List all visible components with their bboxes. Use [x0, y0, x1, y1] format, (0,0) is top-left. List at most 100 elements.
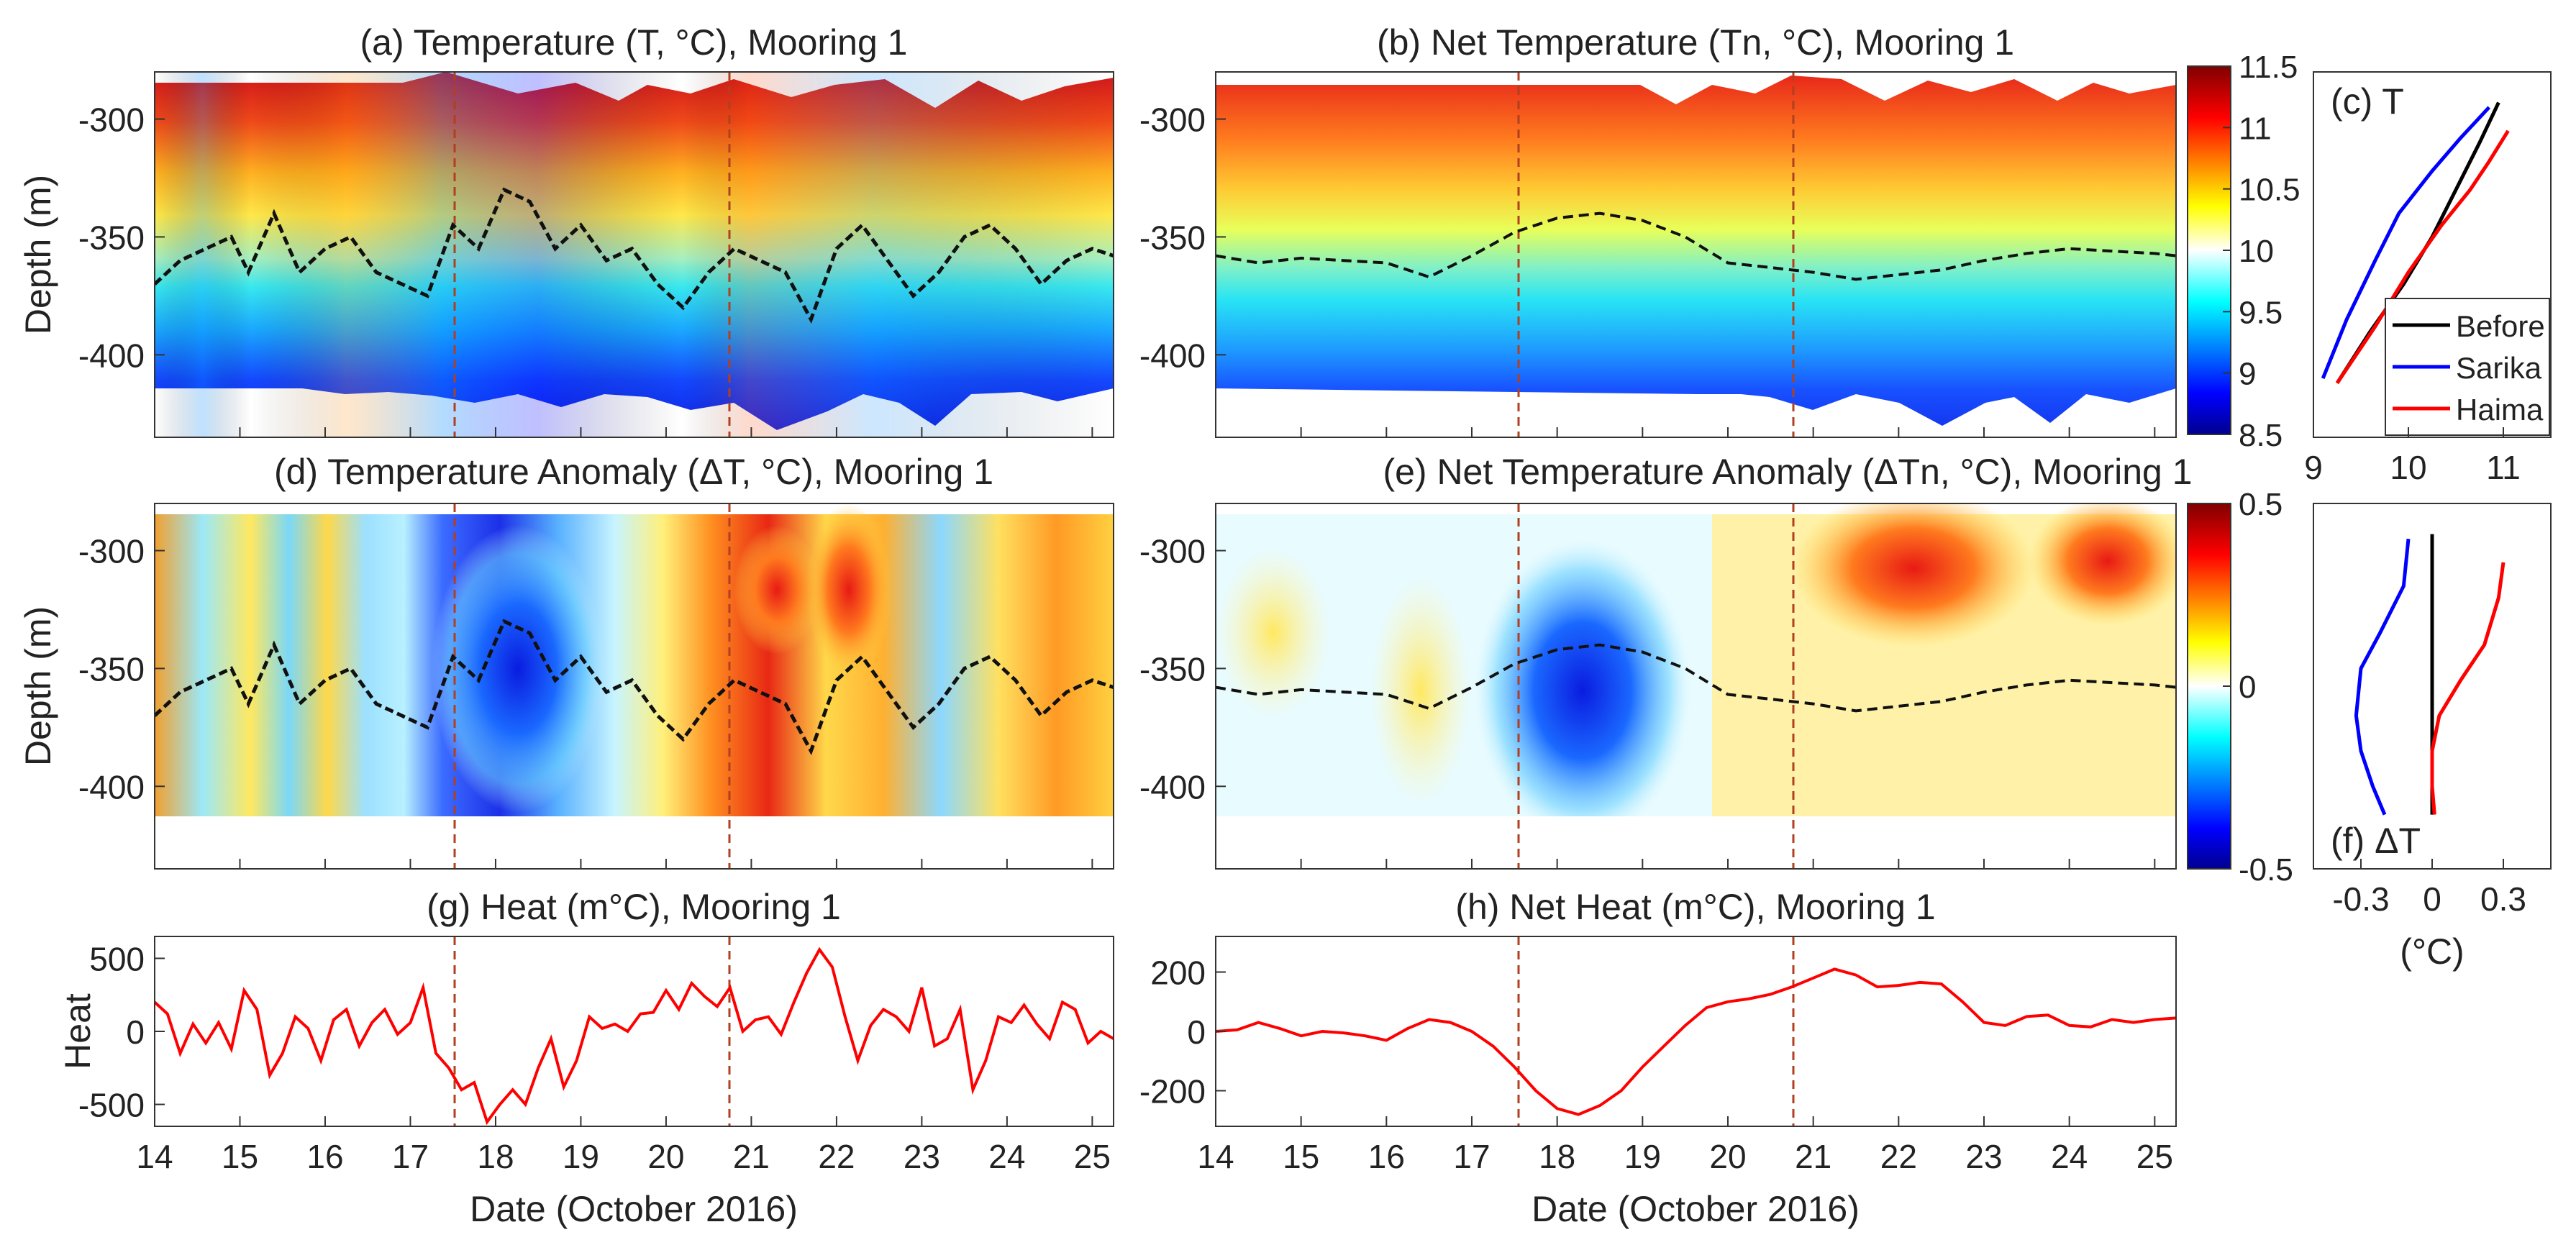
- yticks-h: 200 0 -200: [1139, 954, 1226, 1111]
- title-c: (c) T: [2331, 81, 2404, 122]
- heatmap-field-b: [1216, 76, 2176, 426]
- panel-h-xtick-label: 19: [1624, 1138, 1661, 1175]
- panel-h-xtick-label: 21: [1795, 1138, 1831, 1175]
- title-b: (b) Net Temperature (Tn, °C), Mooring 1: [1377, 22, 2014, 63]
- axes-frame-g-bg: [155, 936, 1114, 1126]
- panel-a: -300 -350 -400: [78, 71, 1114, 438]
- title-h: (h) Net Heat (m°C), Mooring 1: [1455, 887, 1935, 927]
- panel-b: -300 -350 -400: [1139, 71, 2177, 438]
- axes-frame-b: [1215, 71, 2177, 438]
- title-f: (f) ΔT: [2331, 821, 2421, 861]
- panel-e-ytick-label: -300: [1139, 533, 1206, 570]
- heatmap-a: [155, 72, 1114, 437]
- panel-e: -300 -350 -400: [1139, 503, 2177, 870]
- heatmap-field-d: [155, 514, 1114, 816]
- panel-g-xtick-label: 24: [988, 1138, 1025, 1175]
- xticks-c: 9 10 11: [2304, 427, 2521, 486]
- panel-g-xtick-label: 21: [733, 1138, 770, 1175]
- heatmap-blob-d-warm-2: [734, 525, 820, 655]
- panel-g-ytick-label: 0: [126, 1013, 145, 1051]
- title-d: (d) Temperature Anomaly (ΔT, °C), Moorin…: [274, 452, 993, 492]
- series-line-h: [1216, 967, 2176, 1116]
- axes-frame-d: [154, 503, 1114, 870]
- panel-f-series-haima: [2430, 562, 2506, 815]
- isotherm-b: [1216, 211, 2176, 281]
- panel-h-xtick-label: 18: [1539, 1138, 1575, 1175]
- panel-c-xtick-label: 10: [2390, 449, 2426, 486]
- legend-label-before: Before: [2456, 309, 2545, 343]
- heatmap-d: [155, 503, 1114, 869]
- panel-g-ytick-label: -500: [78, 1087, 145, 1124]
- xlabel-f: (°C): [2400, 931, 2464, 972]
- xticks-b: [1300, 427, 2156, 437]
- colorbar-temperature-tick-label: 10.5: [2239, 173, 2300, 208]
- panel-b-ytick-label: -400: [1139, 337, 1206, 374]
- panel-g-ytick-label: 500: [89, 940, 145, 977]
- heatmap-e: [1216, 503, 2176, 869]
- panel-g-xtick-label: 16: [306, 1138, 343, 1175]
- axes-frame-e: [1215, 503, 2177, 870]
- lines-c: [2321, 101, 2510, 384]
- panel-d-ytick-label: -350: [78, 650, 145, 688]
- title-a: (a) Temperature (T, °C), Mooring 1: [360, 22, 908, 63]
- panel-a-ytick-label: -400: [78, 337, 145, 374]
- panel-g-xtick-label: 17: [392, 1138, 429, 1175]
- colorbar-anomaly-tick-label: -0.5: [2239, 852, 2293, 888]
- plot-area-g: [155, 936, 1114, 1126]
- colorbar-temperature-tick-label: 11: [2239, 111, 2272, 146]
- ylabel-d: Depth (m): [18, 606, 58, 766]
- panel-h-xtick-label: 25: [2136, 1138, 2173, 1175]
- heatmap-blob-e-warm-1: [1791, 503, 2036, 647]
- xticks-g: 14 15 16 17 18 19 20 21 22 23 24 25: [136, 1116, 1111, 1175]
- panel-a-ytick-label: -350: [78, 219, 145, 256]
- xlabel-h: Date (October 2016): [1532, 1189, 1860, 1229]
- colorbar-temperature-tick-label: 8.5: [2239, 418, 2283, 453]
- panel-c-xtick-label: 9: [2304, 449, 2323, 486]
- xticks-e: [1300, 859, 2156, 869]
- panel-c: (c) T Before Sarika Haima 9 10 11: [2304, 71, 2552, 486]
- title-g: (g) Heat (m°C), Mooring 1: [427, 887, 841, 927]
- isotherm-a: [155, 187, 1114, 324]
- panel-g-xtick-label: 15: [222, 1138, 258, 1175]
- panel-e-ytick-label: -400: [1139, 768, 1206, 806]
- panel-g-xtick-label: 23: [904, 1138, 940, 1175]
- panel-h-ytick-label: -200: [1139, 1073, 1206, 1111]
- yticks-d: -300 -350 -400: [78, 533, 165, 806]
- yticks-e: -300 -350 -400: [1139, 533, 1226, 806]
- isotherm-e: [1216, 643, 2176, 713]
- panel-b-ytick-label: -350: [1139, 219, 1206, 256]
- panel-h-xtick-label: 17: [1453, 1138, 1490, 1175]
- legend-label-sarika: Sarika: [2456, 351, 2542, 385]
- colorbar-anomaly-ticks: -0.5 0 0.5: [2223, 487, 2293, 888]
- panel-c-xtick-label: 11: [2486, 449, 2521, 486]
- panel-h-xtick-label: 24: [2051, 1138, 2088, 1175]
- axes-frame-a: [154, 71, 1114, 438]
- title-e: (e) Net Temperature Anomaly (ΔTn, °C), M…: [1383, 452, 2192, 492]
- legend-c: Before Sarika Haima: [2385, 298, 2550, 436]
- isotherm-d: [155, 619, 1114, 756]
- heatmap-b: [1216, 72, 2176, 437]
- colorbar-temperature-tick-label: 9: [2239, 357, 2256, 392]
- colorbar-temperature-ticks: 8.5 9 9.5 10 10.5 11 11.5: [2223, 50, 2300, 453]
- heatmap-blob-e-cold: [1475, 539, 1690, 842]
- panel-h-xtick-label: 22: [1880, 1138, 1917, 1175]
- panel-d: -300 -350 -400: [78, 503, 1114, 870]
- panel-f-xtick-label: -0.3: [2332, 880, 2389, 918]
- panel-g-xtick-label: 25: [1074, 1138, 1111, 1175]
- panel-g-xtick-label: 22: [818, 1138, 855, 1175]
- yticks-b: -300 -350 -400: [1139, 101, 1226, 374]
- panel-g-xtick-label: 18: [477, 1138, 514, 1175]
- heatmap-mask-e: [1216, 816, 2176, 869]
- ylabel-g: Heat: [58, 993, 98, 1070]
- panel-e-ytick-label: -350: [1139, 650, 1206, 688]
- heatmap-blob-e-warm-2: [2029, 503, 2176, 626]
- panel-g-xtick-label: 14: [136, 1138, 173, 1175]
- heatmap-blob-e-yellow-1: [1216, 547, 1331, 719]
- panel-g: Heat 500 0 -500 14 15 16 17 18 19 20 21 22 23 24 25 D…: [58, 936, 1114, 1229]
- panel-f-series-sarika: [2354, 538, 2411, 816]
- colorbar-temperature-tick-label: 9.5: [2239, 295, 2283, 330]
- legend-label-haima: Haima: [2456, 393, 2544, 427]
- panel-b-ytick-label: -300: [1139, 101, 1206, 139]
- panel-g-xtick-label: 19: [563, 1138, 599, 1175]
